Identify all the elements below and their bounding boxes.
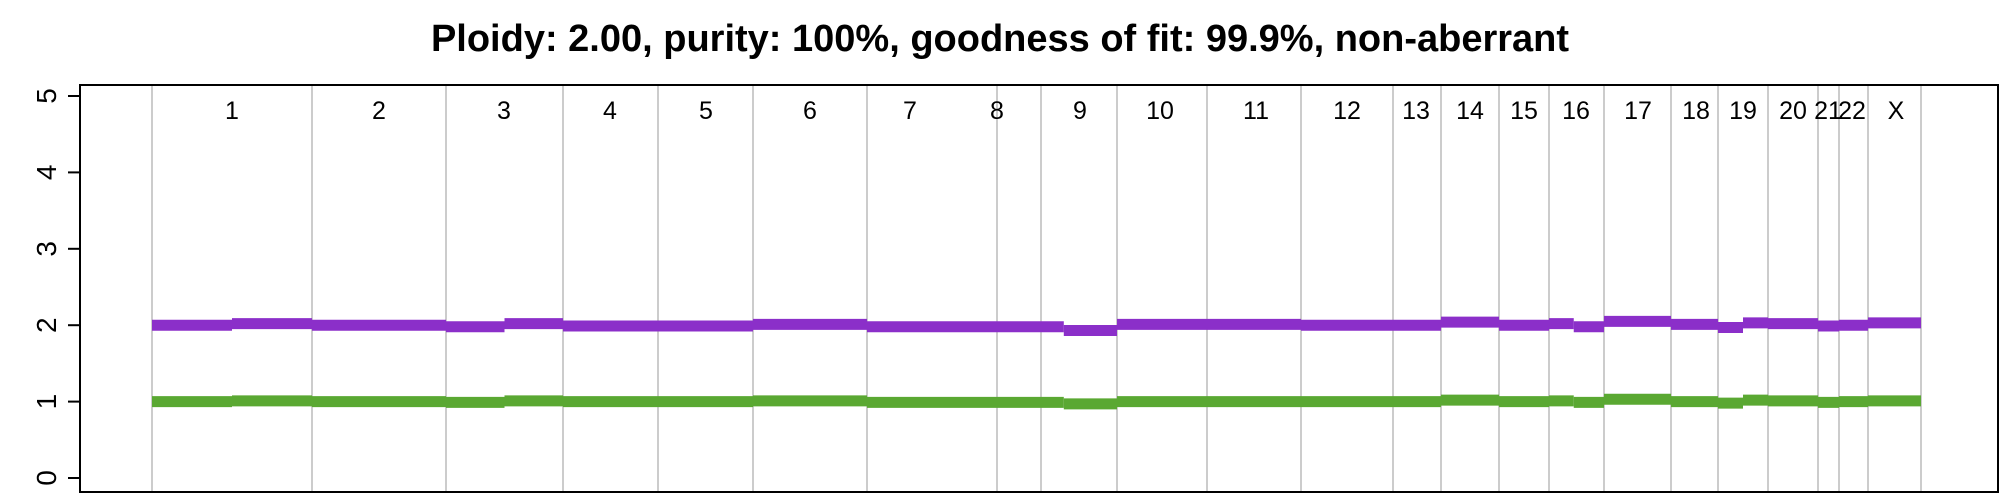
y-tick-label: 3 xyxy=(31,241,62,257)
y-tick-label: 4 xyxy=(31,165,62,181)
chromosome-label: 18 xyxy=(1682,97,1710,125)
chromosome-label: 14 xyxy=(1456,97,1484,125)
chromosome-label: 21 xyxy=(1814,97,1842,125)
chromosome-label: 17 xyxy=(1624,97,1652,125)
chromosome-label: 3 xyxy=(497,97,511,125)
plot-frame xyxy=(79,84,1999,493)
y-tick-label: 5 xyxy=(31,88,62,104)
chromosome-label: 22 xyxy=(1838,97,1866,125)
chromosome-label: 5 xyxy=(699,97,713,125)
chromosome-label: 15 xyxy=(1510,97,1538,125)
chromosome-label: 11 xyxy=(1243,97,1269,125)
chromosome-label: 20 xyxy=(1779,97,1807,125)
chromosome-label: 9 xyxy=(1073,97,1087,125)
y-tick-label: 1 xyxy=(31,394,62,410)
chromosome-label: 8 xyxy=(990,97,1004,125)
chromosome-label: 19 xyxy=(1729,97,1757,125)
chromosome-label: 13 xyxy=(1402,97,1430,125)
chromosome-label: 2 xyxy=(372,97,386,125)
chromosome-label: 4 xyxy=(603,97,617,125)
y-tick-label: 2 xyxy=(31,317,62,333)
chart-title: Ploidy: 2.00, purity: 100%, goodness of … xyxy=(430,18,1570,60)
chromosome-label: 7 xyxy=(903,97,917,125)
chromosome-label: 6 xyxy=(803,97,817,125)
chromosome-label: 1 xyxy=(225,97,239,125)
chromosome-label: X xyxy=(1888,97,1905,125)
chromosome-label: 16 xyxy=(1562,97,1590,125)
y-tick-label: 0 xyxy=(31,470,62,486)
chromosome-label: 10 xyxy=(1146,97,1174,125)
chromosome-label: 12 xyxy=(1333,97,1361,125)
